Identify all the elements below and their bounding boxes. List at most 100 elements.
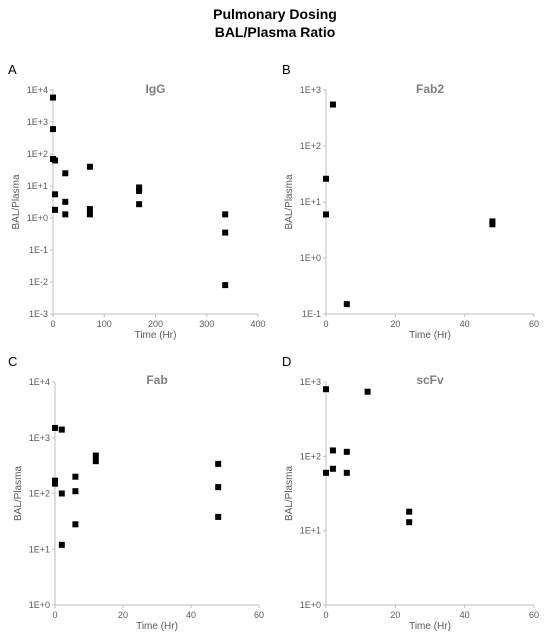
data-point	[72, 521, 79, 528]
data-point	[329, 447, 336, 454]
x-tick-label: 60	[529, 319, 539, 329]
data-point	[50, 94, 56, 101]
data-point	[329, 101, 336, 108]
panel-letter: A	[8, 62, 17, 77]
x-tick-label: 20	[390, 319, 400, 329]
data-point	[58, 490, 65, 497]
data-point	[52, 191, 59, 198]
y-tick-label: 1E+0	[27, 213, 48, 223]
data-point	[222, 229, 229, 236]
panel-letter: C	[8, 354, 17, 369]
data-point	[62, 198, 69, 205]
data-point	[50, 126, 56, 133]
x-tick-label: 60	[529, 610, 539, 620]
panel-title: scFv	[416, 373, 444, 387]
data-point	[62, 170, 69, 177]
data-point	[343, 448, 350, 455]
data-point	[406, 519, 413, 526]
data-point	[86, 163, 93, 170]
data-point	[58, 426, 65, 433]
data-point	[323, 211, 329, 218]
x-axis-label: Time (Hr)	[136, 621, 178, 632]
data-point	[222, 282, 229, 289]
data-point	[489, 221, 496, 228]
x-tick-label: 0	[52, 610, 57, 620]
figure-title: Pulmonary Dosing	[213, 6, 337, 22]
y-tick-label: 1E-1	[29, 245, 48, 255]
data-point	[72, 488, 79, 495]
data-point	[343, 469, 350, 476]
x-axis-label: Time (Hr)	[409, 330, 451, 341]
y-tick-label: 1E+3	[300, 85, 321, 95]
y-tick-label: 1E+3	[27, 117, 48, 127]
data-point	[72, 473, 79, 480]
y-tick-label: 1E-1	[302, 309, 321, 319]
data-point	[86, 206, 93, 213]
y-axis-label: BAL/Plasma	[11, 174, 22, 229]
data-point	[58, 541, 65, 548]
data-point	[215, 513, 222, 520]
data-point	[343, 301, 350, 308]
data-point	[52, 477, 58, 484]
y-axis-label: BAL/Plasma	[284, 174, 295, 229]
data-point	[92, 458, 99, 465]
x-tick-label: 0	[323, 610, 328, 620]
x-tick-label: 40	[460, 610, 470, 620]
data-point	[52, 480, 58, 487]
data-point	[92, 452, 99, 459]
data-point	[215, 484, 222, 491]
data-point	[86, 211, 93, 218]
panel-title: Fab	[146, 373, 167, 387]
panel-letter: D	[282, 354, 291, 369]
data-point	[329, 465, 336, 472]
y-tick-label: 1E-3	[29, 309, 48, 319]
y-axis-label: BAL/Plasma	[284, 466, 295, 521]
y-tick-label: 1E+4	[29, 377, 50, 387]
data-point	[52, 424, 58, 431]
x-tick-label: 40	[186, 610, 196, 620]
y-tick-label: 1E+0	[29, 600, 50, 610]
x-tick-label: 0	[323, 319, 328, 329]
y-tick-label: 1E+2	[300, 451, 321, 461]
panel-title: Fab2	[416, 82, 444, 96]
y-tick-label: 1E+2	[27, 149, 48, 159]
y-axis-label: BAL/Plasma	[13, 466, 24, 521]
x-tick-label: 200	[148, 319, 163, 329]
x-tick-label: 40	[460, 319, 470, 329]
y-tick-label: 1E+0	[300, 253, 321, 263]
y-tick-label: 1E+3	[300, 377, 321, 387]
data-point	[406, 508, 413, 515]
data-point	[222, 211, 229, 218]
data-point	[52, 157, 59, 164]
data-point	[215, 460, 222, 467]
data-point	[52, 206, 59, 213]
y-tick-label: 1E+2	[29, 489, 50, 499]
x-tick-label: 400	[250, 319, 265, 329]
y-tick-label: 1E+1	[300, 526, 321, 536]
x-tick-label: 60	[254, 610, 264, 620]
data-point	[323, 469, 329, 476]
y-tick-label: 1E-2	[29, 277, 48, 287]
data-point	[136, 184, 143, 191]
x-tick-label: 300	[199, 319, 214, 329]
x-tick-label: 100	[97, 319, 112, 329]
x-axis-label: Time (Hr)	[409, 621, 451, 632]
panel-letter: B	[282, 62, 291, 77]
y-tick-label: 1E+2	[300, 141, 321, 151]
y-tick-label: 1E+0	[300, 600, 321, 610]
data-point	[136, 201, 143, 208]
y-tick-label: 1E+1	[27, 181, 48, 191]
y-tick-label: 1E+3	[29, 433, 50, 443]
data-point	[364, 388, 371, 395]
data-point	[136, 187, 143, 194]
x-tick-label: 0	[50, 319, 55, 329]
y-tick-label: 1E+4	[27, 85, 48, 95]
x-tick-label: 20	[118, 610, 128, 620]
x-tick-label: 20	[390, 610, 400, 620]
data-point	[62, 211, 69, 218]
data-point	[323, 386, 329, 393]
figure-subtitle: BAL/Plasma Ratio	[214, 24, 336, 40]
x-axis-label: Time (Hr)	[135, 330, 177, 341]
panel-title: IgG	[146, 82, 166, 96]
